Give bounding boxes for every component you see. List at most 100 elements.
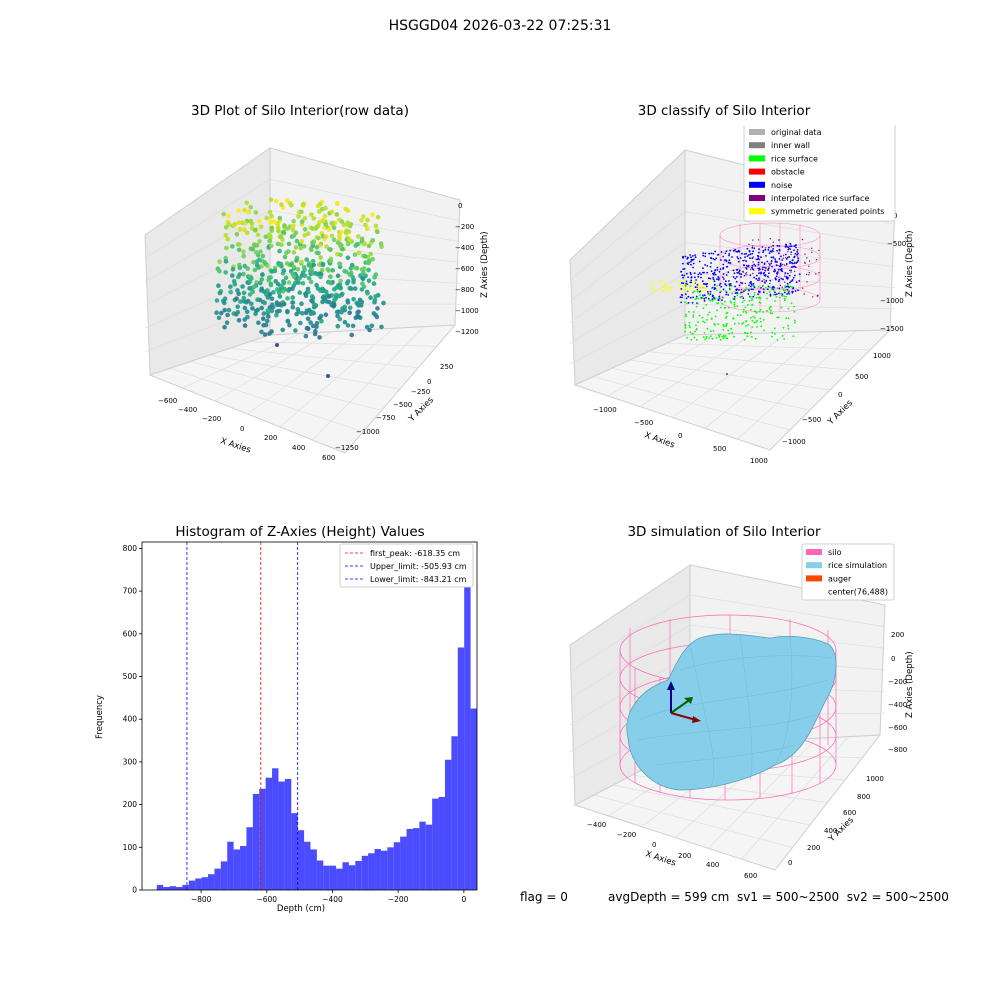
simulation-3d-plot: −400 −200 0 200 400 600 1000 800 600 400… [569, 543, 915, 880]
histogram-bar [272, 768, 279, 890]
cls-z-tick: −1000 [880, 297, 904, 305]
histogram-bar [329, 865, 337, 890]
histogram-frame [141, 541, 478, 891]
y-tick-label: 500 [123, 672, 138, 681]
legend-swatch [806, 549, 822, 555]
histogram-bar [336, 868, 343, 890]
legend-swatch [749, 142, 765, 149]
raw-z-tick: −1200 [455, 328, 479, 336]
raw-plot-title: 3D Plot of Silo Interior(row data) [191, 103, 409, 119]
histogram-legend: first_peak: -618.35 cm Upper_limit: -505.… [339, 543, 474, 588]
raw-y-tick: 250 [440, 363, 453, 371]
cls-y-tick: 500 [855, 373, 868, 381]
sim-z-tick: 0 [891, 655, 895, 663]
histogram-bar [355, 860, 362, 890]
legend-label: first_peak: -618.35 cm [370, 549, 460, 558]
legend-label: rice simulation [828, 561, 887, 570]
x-tick-label: −800 [191, 895, 212, 904]
histogram-bar [464, 561, 471, 890]
histogram-bar [323, 865, 330, 890]
y-tick-label: 800 [123, 544, 138, 553]
raw-x-tick: −400 [178, 406, 197, 414]
histogram-bar [265, 777, 273, 890]
legend-swatch [806, 562, 822, 569]
histogram-bar [156, 884, 164, 890]
cls-y-tick: 1000 [873, 352, 891, 360]
cls-y-label: Y Axies [825, 398, 855, 428]
histogram-x-ticks: −800 −600 −400 −200 0 [191, 890, 466, 904]
raw-x-tick: 0 [240, 425, 244, 433]
legend-label: interpolated rice surface [771, 194, 869, 203]
raw-x-tick: −200 [202, 415, 221, 423]
legend-label: rice surface [771, 154, 818, 163]
raw-x-label: X Axies [219, 436, 252, 455]
sim-z-tick: −400 [888, 701, 907, 709]
histogram-bar [342, 862, 349, 890]
histogram-bar [425, 824, 433, 890]
histogram-reference-lines [186, 542, 299, 890]
histogram-y-label: Frequency [95, 695, 105, 739]
cls-x-label: X Axies [643, 430, 676, 450]
histogram-bar [419, 821, 426, 890]
histogram-bar [310, 849, 317, 890]
histogram-bar [297, 830, 305, 890]
legend-label: inner wall [771, 141, 810, 150]
histogram-bar [451, 736, 458, 890]
raw-x-tick: 400 [292, 444, 305, 452]
raw-point-cloud [214, 197, 386, 378]
simulation-legend: silo rice simulation auger center(76,488) [801, 543, 895, 601]
raw-x-tick: 600 [322, 454, 335, 460]
simulation-plot-title: 3D simulation of Silo Interior [627, 524, 821, 540]
y-tick-label: 700 [123, 587, 138, 596]
y-tick-label: 400 [123, 715, 138, 724]
x-tick-label: −200 [388, 895, 409, 904]
sim-x-tick: 0 [652, 841, 656, 849]
histogram-bar [246, 827, 253, 890]
histogram-bar [278, 781, 285, 890]
sim-y-tick: 800 [857, 793, 870, 801]
histogram-bar [412, 828, 420, 890]
histogram-bar [259, 788, 266, 890]
histogram-bar [284, 778, 292, 890]
raw-y-label: Y Axies [406, 395, 436, 425]
legend-label: Lower_limit: -843.21 cm [370, 575, 467, 584]
y-tick-label: 200 [123, 800, 138, 809]
sim-x-tick: 200 [678, 852, 691, 860]
histogram-bar [182, 884, 189, 890]
raw-z-tick: −800 [455, 286, 474, 294]
legend-label: obstacle [771, 168, 805, 177]
figure-title: HSGGD04 2026-03-22 07:25:31 [388, 18, 612, 34]
histogram-bar [304, 841, 311, 890]
cls-z-tick: −1500 [880, 325, 904, 333]
raw-x-tick: −600 [158, 397, 177, 405]
histogram-bar [316, 860, 324, 890]
histogram-bar [348, 865, 356, 890]
histogram-bar [361, 855, 369, 890]
legend-swatch [806, 575, 822, 582]
legend-label: Upper_limit: -505.93 cm [370, 562, 467, 571]
x-tick-label: 0 [461, 895, 466, 904]
flag-text: flag = 0 [520, 890, 568, 904]
x-tick-label: −400 [322, 895, 343, 904]
y-tick-label: 600 [123, 629, 138, 638]
sim-y-tick: 1000 [866, 775, 884, 783]
stats-text: avgDepth = 599 cm sv1 = 500~2500 sv2 = 5… [608, 890, 949, 904]
y-tick-label: 0 [132, 886, 137, 895]
histogram-bar [175, 887, 183, 890]
histogram-bar [252, 793, 260, 890]
cls-x-tick: 0 [678, 432, 682, 440]
histogram-bar [380, 850, 388, 890]
classify-plot-title: 3D classify of Silo Interior [637, 103, 811, 119]
histogram-bar [368, 853, 375, 890]
y-tick-label: 100 [123, 843, 138, 852]
histogram-bar [432, 798, 439, 890]
cls-y-tick: −1000 [782, 438, 806, 446]
classify-legend: original data inner wall rice surface obsta… [743, 125, 896, 222]
histogram-bar [387, 847, 394, 890]
legend-label: noise [771, 181, 792, 190]
cls-x-tick: −1000 [593, 406, 617, 414]
x-tick-label: −600 [256, 895, 277, 904]
sim-x-tick: 400 [706, 861, 719, 869]
classify-3d-plot: −1000 −500 0 500 1000 1000 500 0 −500 −1… [569, 125, 915, 465]
legend-label: symmetric generated points [771, 207, 884, 216]
